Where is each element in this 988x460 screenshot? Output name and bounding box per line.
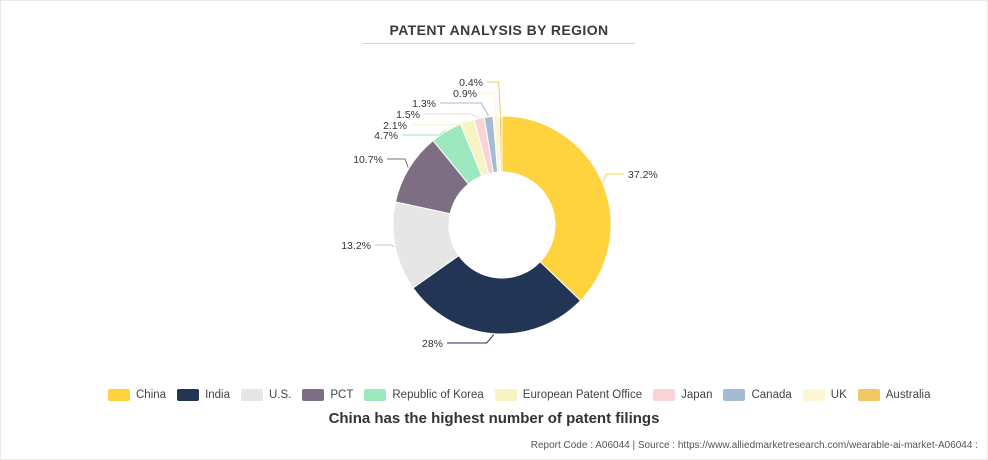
- leader-line-china: [602, 173, 624, 183]
- data-label-republic-of-korea: 4.7%: [374, 130, 398, 142]
- leader-line-pct: [387, 158, 409, 168]
- legend-swatch: [494, 389, 517, 401]
- legend-item-canada[interactable]: Canada: [723, 389, 792, 401]
- leader-line-india: [447, 334, 495, 344]
- legend-swatch: [723, 389, 746, 401]
- data-label-india: 28%: [422, 338, 443, 350]
- legend-label: Australia: [885, 389, 931, 401]
- data-label-uk: 0.9%: [453, 88, 477, 100]
- legend-item-republic-of-korea[interactable]: Republic of Korea: [364, 389, 484, 401]
- legend-label: Canada: [751, 389, 792, 401]
- legend-label: Japan: [681, 389, 713, 401]
- legend-swatch: [241, 389, 263, 401]
- leader-line-canada: [440, 102, 489, 117]
- chart-legend: China India U.S. PCT Republic of Korea Europe…: [108, 386, 931, 404]
- leader-line-uk: [481, 92, 497, 116]
- legend-swatch: [364, 389, 387, 401]
- legend-label: European Patent Office: [522, 389, 643, 401]
- data-label-china: 37.2%: [628, 169, 658, 181]
- report-source-footer: Report Code : A06044 | Source : https://…: [530, 440, 978, 451]
- legend-item-india[interactable]: India: [177, 389, 230, 401]
- legend-swatch: [802, 389, 825, 401]
- legend-item-u-s-[interactable]: U.S.: [241, 389, 291, 401]
- data-label-australia: 0.4%: [459, 77, 483, 89]
- legend-swatch: [302, 389, 325, 401]
- leader-line-u-s-: [375, 244, 395, 248]
- legend-label: India: [205, 389, 230, 401]
- legend-swatch: [177, 389, 200, 401]
- legend-item-uk[interactable]: UK: [802, 389, 847, 401]
- legend-label: Republic of Korea: [392, 389, 484, 401]
- legend-item-australia[interactable]: Australia: [857, 389, 931, 401]
- legend-item-pct[interactable]: PCT: [302, 389, 353, 401]
- data-label-pct: 10.7%: [353, 154, 383, 166]
- legend-item-china[interactable]: China: [108, 389, 166, 401]
- donut-chart: 37.2% 28% 13.2% 10.7% 4.7%2.1%1.5%1.3% 0.9%0.…: [341, 77, 658, 350]
- legend-label: China: [136, 389, 167, 401]
- chart-caption: China has the highest number of patent f…: [328, 410, 660, 427]
- data-label-japan: 1.5%: [396, 109, 420, 121]
- legend-swatch: [108, 389, 130, 401]
- leader-line-european-patent-office: [411, 120, 468, 126]
- leader-line-australia: [487, 81, 502, 116]
- data-label-u-s-: 13.2%: [341, 240, 371, 252]
- slice-india[interactable]: [412, 254, 582, 335]
- legend-swatch: [857, 389, 880, 401]
- legend-label: U.S.: [269, 389, 292, 401]
- legend-item-european-patent-office[interactable]: European Patent Office: [494, 389, 643, 401]
- slice-china[interactable]: [501, 115, 612, 302]
- data-label-canada: 1.3%: [412, 98, 436, 110]
- leader-line-japan: [424, 113, 480, 118]
- legend-swatch: [653, 389, 676, 401]
- data-label-european-patent-office: 2.1%: [383, 120, 407, 132]
- slice-australia[interactable]: [498, 115, 503, 173]
- legend-item-japan[interactable]: Japan: [653, 389, 712, 401]
- legend-label: PCT: [330, 389, 354, 401]
- legend-label: UK: [830, 389, 847, 401]
- chart-title: PATENT ANALYSIS BY REGION: [363, 22, 635, 44]
- leader-line-republic-of-korea: [402, 130, 446, 136]
